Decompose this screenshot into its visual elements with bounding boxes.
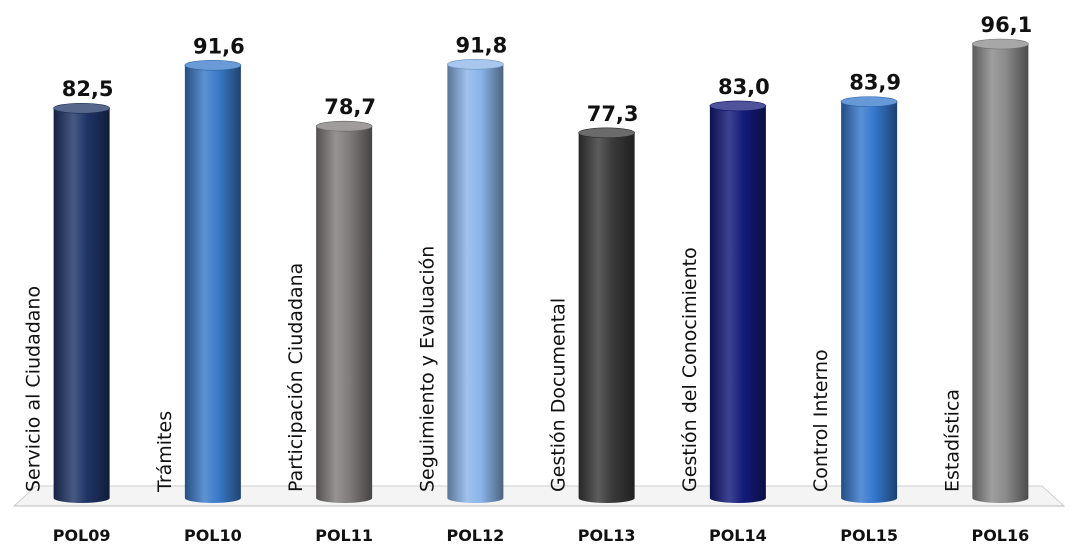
labels: 82,5 Servicio al Ciudadano POL09 91,6 Trámit…: [23, 13, 1033, 545]
bar-pol15: [840, 96, 898, 503]
category-label: POL15: [840, 526, 898, 545]
bar-pol16: [972, 38, 1029, 503]
value-label: 82,5: [62, 77, 114, 101]
bar-top-cap: [709, 100, 767, 112]
bar-name-label: Seguimiento y Evaluación: [416, 246, 438, 492]
bar-body: [447, 64, 504, 503]
value-label: 83,0: [718, 75, 770, 99]
value-label: 91,6: [193, 34, 245, 58]
value-label: 83,9: [849, 71, 901, 95]
chart-floor: [12, 485, 1066, 507]
bar-body: [316, 126, 373, 503]
bar-name-label: Estadística: [941, 389, 963, 492]
bar-name-label: Servicio al Ciudadano: [23, 286, 45, 492]
bar-top-cap: [315, 120, 373, 132]
category-label: POL13: [578, 526, 636, 545]
category-label: POL11: [315, 526, 373, 545]
bar-top-cap: [184, 59, 242, 71]
category-label: POL09: [53, 526, 111, 545]
bar-body: [709, 105, 766, 503]
bars: [53, 38, 1029, 504]
bar-top-cap: [578, 127, 635, 139]
bar-body: [578, 132, 635, 504]
value-label: 78,7: [324, 95, 376, 119]
bar-pol11: [315, 120, 373, 503]
bar-pol13: [578, 127, 635, 504]
bar-name-label: Control Interno: [810, 349, 832, 492]
bar-pol14: [709, 100, 767, 503]
bar-top-cap: [53, 102, 110, 114]
category-label: POL16: [971, 526, 1029, 545]
bar-name-label: Trámites: [154, 411, 176, 493]
value-label: 77,3: [587, 102, 639, 126]
value-label: 91,8: [455, 33, 507, 57]
category-label: POL10: [184, 526, 242, 545]
value-label: 96,1: [980, 13, 1032, 37]
bar-pol10: [184, 59, 242, 504]
bar-name-label: Gestión del Conocimiento: [679, 247, 701, 492]
bar-body: [53, 108, 110, 503]
bar-body: [972, 44, 1029, 503]
bar-top-cap: [840, 96, 898, 107]
bar-pol12: [447, 59, 504, 503]
bar-body: [184, 65, 241, 504]
bar-pol09: [53, 102, 110, 503]
bar-top-cap: [972, 38, 1029, 50]
bar-body: [841, 101, 898, 503]
bar-name-label: Participación Ciudadana: [285, 263, 307, 492]
category-label: POL12: [446, 526, 504, 545]
category-label: POL14: [709, 526, 767, 545]
bar-top-cap: [447, 59, 504, 70]
bar-name-label: Gestión Documental: [548, 298, 570, 492]
